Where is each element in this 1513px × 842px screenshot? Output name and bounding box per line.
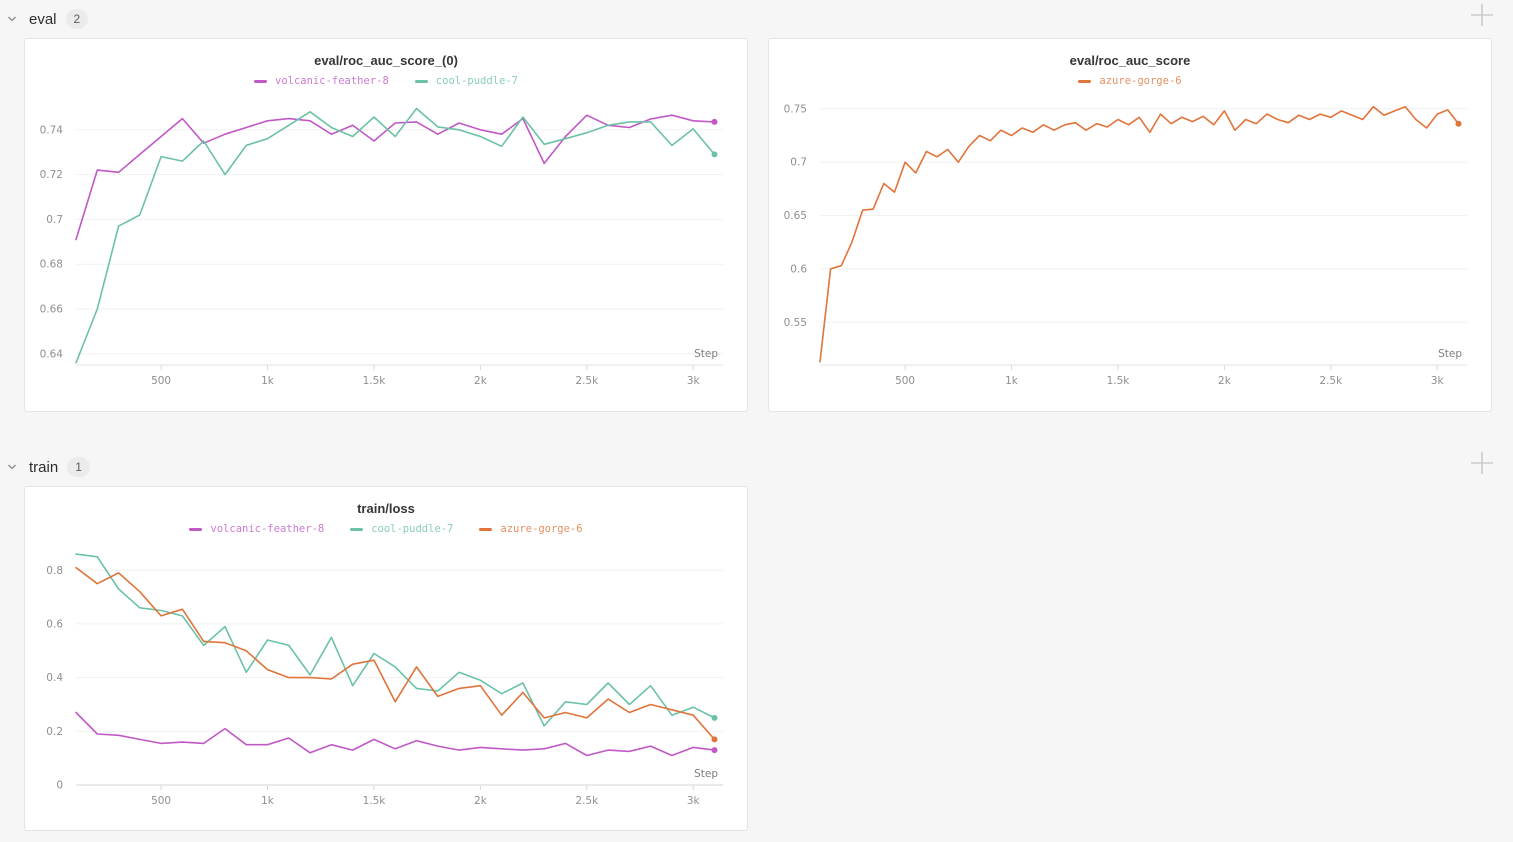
legend-run-name: cool-puddle-7 xyxy=(435,75,518,87)
x-tick-label: 2.5k xyxy=(1319,375,1343,387)
x-tick-label: 500 xyxy=(895,375,915,387)
x-tick-label: 2.5k xyxy=(575,795,599,807)
x-tick-label: 1.5k xyxy=(363,795,387,807)
y-tick-label: 0 xyxy=(56,780,63,792)
line-chart[interactable]: 0.64 0.66 0.68 0.7 0.72 0.74 500 1k 1.5k 2k 2.5k 3k… xyxy=(25,98,747,410)
add-panel-plus-icon[interactable] xyxy=(1467,448,1497,483)
y-tick-label: 0.6 xyxy=(46,618,63,630)
line-chart[interactable]: 0.55 0.6 0.65 0.7 0.75 500 1k 1.5k 2k 2.5k 3k Step xyxy=(769,98,1491,410)
legend-item-azure-gorge-6[interactable]: azure-gorge-6 xyxy=(479,523,583,535)
chart-panel-eval-roc-auc-score[interactable]: eval/roc_auc_score azure-gorge-6 0.55 0.6… xyxy=(768,38,1492,412)
y-tick-label: 0.72 xyxy=(40,169,63,181)
chevron-down-icon[interactable] xyxy=(4,11,20,27)
series-line-volcanic-feather-8 xyxy=(75,711,716,757)
panel-count-badge: 2 xyxy=(65,9,89,29)
chart-panel-train-loss[interactable]: train/loss volcanic-feather-8 cool-puddle… xyxy=(24,486,748,831)
y-tick-label: 0.7 xyxy=(790,157,807,169)
chart-title: eval/roc_auc_score xyxy=(1069,53,1191,68)
panel-row-eval: eval/roc_auc_score_(0) volcanic-feather-… xyxy=(0,38,1513,412)
y-tick-label: 0.65 xyxy=(784,210,807,222)
chart-legend: azure-gorge-6 xyxy=(769,74,1491,88)
y-tick-label: 0.55 xyxy=(784,317,807,329)
y-tick-label: 0.64 xyxy=(40,348,64,360)
series-line-azure-gorge-6 xyxy=(819,105,1460,363)
x-tick-label: 2.5k xyxy=(575,375,599,387)
chart-panel-eval-roc-auc-score-0[interactable]: eval/roc_auc_score_(0) volcanic-feather-… xyxy=(24,38,748,412)
series-line-volcanic-feather-8 xyxy=(75,114,716,241)
x-tick-label: 500 xyxy=(151,375,171,387)
legend-dash-icon xyxy=(1078,79,1092,83)
legend-run-name: azure-gorge-6 xyxy=(500,523,583,535)
series-line-cool-puddle-7 xyxy=(75,553,716,727)
y-tick-label: 0.7 xyxy=(46,214,63,226)
panel-count-badge: 1 xyxy=(67,457,90,477)
y-tick-label: 0.66 xyxy=(40,304,64,316)
x-tick-label: 1.5k xyxy=(363,375,387,387)
x-tick-label: 500 xyxy=(151,795,171,807)
x-axis-title: Step xyxy=(694,348,718,360)
x-tick-label: 1k xyxy=(261,795,275,807)
y-tick-label: 0.8 xyxy=(46,565,63,577)
chart-title: train/loss xyxy=(357,501,415,516)
series-end-dot-cool-puddle-7 xyxy=(711,714,718,721)
series-end-dot-cool-puddle-7 xyxy=(711,151,718,158)
x-tick-label: 1.5k xyxy=(1107,375,1131,387)
section-eval: eval 2 eval/roc_auc_score_(0) volcanic-f… xyxy=(0,0,1513,412)
x-tick-label: 2k xyxy=(474,795,488,807)
legend-run-name: volcanic-feather-8 xyxy=(275,75,389,87)
panel-row-train: train/loss volcanic-feather-8 cool-puddle… xyxy=(0,486,1513,831)
x-axis-title: Step xyxy=(1438,348,1462,360)
series-line-azure-gorge-6 xyxy=(75,566,716,741)
chart-legend: volcanic-feather-8 cool-puddle-7 azure-gor… xyxy=(25,522,747,536)
legend-dash-icon xyxy=(414,79,428,83)
section-header-eval: eval 2 xyxy=(0,0,1513,38)
section-title[interactable]: eval xyxy=(29,10,57,28)
x-axis-title: Step xyxy=(694,768,718,780)
legend-run-name: volcanic-feather-8 xyxy=(210,523,325,535)
x-tick-label: 3k xyxy=(687,795,701,807)
series-line-cool-puddle-7 xyxy=(75,107,716,364)
y-tick-label: 0.68 xyxy=(40,259,63,271)
chevron-down-icon[interactable] xyxy=(4,459,20,475)
legend-dash-icon xyxy=(479,527,493,531)
chart-legend: volcanic-feather-8 cool-puddle-7 xyxy=(25,74,747,88)
x-tick-label: 2k xyxy=(474,375,488,387)
legend-item-azure-gorge-6[interactable]: azure-gorge-6 xyxy=(1078,75,1182,87)
x-tick-label: 2k xyxy=(1218,375,1232,387)
legend-item-volcanic-feather-8[interactable]: volcanic-feather-8 xyxy=(189,523,324,535)
legend-item-cool-puddle-7[interactable]: cool-puddle-7 xyxy=(350,523,453,535)
y-tick-label: 0.75 xyxy=(784,103,807,115)
series-end-dot-volcanic-feather-8 xyxy=(711,118,718,125)
y-tick-label: 0.4 xyxy=(46,672,63,684)
legend-run-name: cool-puddle-7 xyxy=(371,523,454,535)
line-chart[interactable]: 0 0.2 0.4 0.6 0.8 500 1k 1.5k 2k 2.5k 3k Step xyxy=(25,546,747,830)
section-title[interactable]: train xyxy=(29,458,59,476)
add-panel-plus-icon[interactable] xyxy=(1467,0,1497,35)
series-end-dot-azure-gorge-6 xyxy=(1455,120,1462,127)
x-tick-label: 1k xyxy=(261,375,275,387)
legend-item-cool-puddle-7[interactable]: cool-puddle-7 xyxy=(414,75,518,87)
series-end-dot-volcanic-feather-8 xyxy=(711,747,718,754)
legend-dash-icon xyxy=(350,527,364,531)
y-tick-label: 0.6 xyxy=(790,263,807,275)
legend-item-volcanic-feather-8[interactable]: volcanic-feather-8 xyxy=(254,75,389,87)
x-tick-label: 3k xyxy=(1431,375,1445,387)
x-tick-label: 1k xyxy=(1005,375,1019,387)
legend-dash-icon xyxy=(189,527,203,531)
section-header-train: train 1 xyxy=(0,448,1513,486)
series-end-dot-azure-gorge-6 xyxy=(711,736,718,743)
section-train: train 1 train/loss volcanic-feather-8 coo… xyxy=(0,448,1513,831)
legend-dash-icon xyxy=(254,79,267,83)
y-tick-label: 0.2 xyxy=(46,726,63,738)
x-tick-label: 3k xyxy=(687,375,701,387)
y-tick-label: 0.74 xyxy=(40,124,64,136)
chart-title: eval/roc_auc_score_(0) xyxy=(314,53,458,68)
legend-run-name: azure-gorge-6 xyxy=(1099,75,1182,87)
